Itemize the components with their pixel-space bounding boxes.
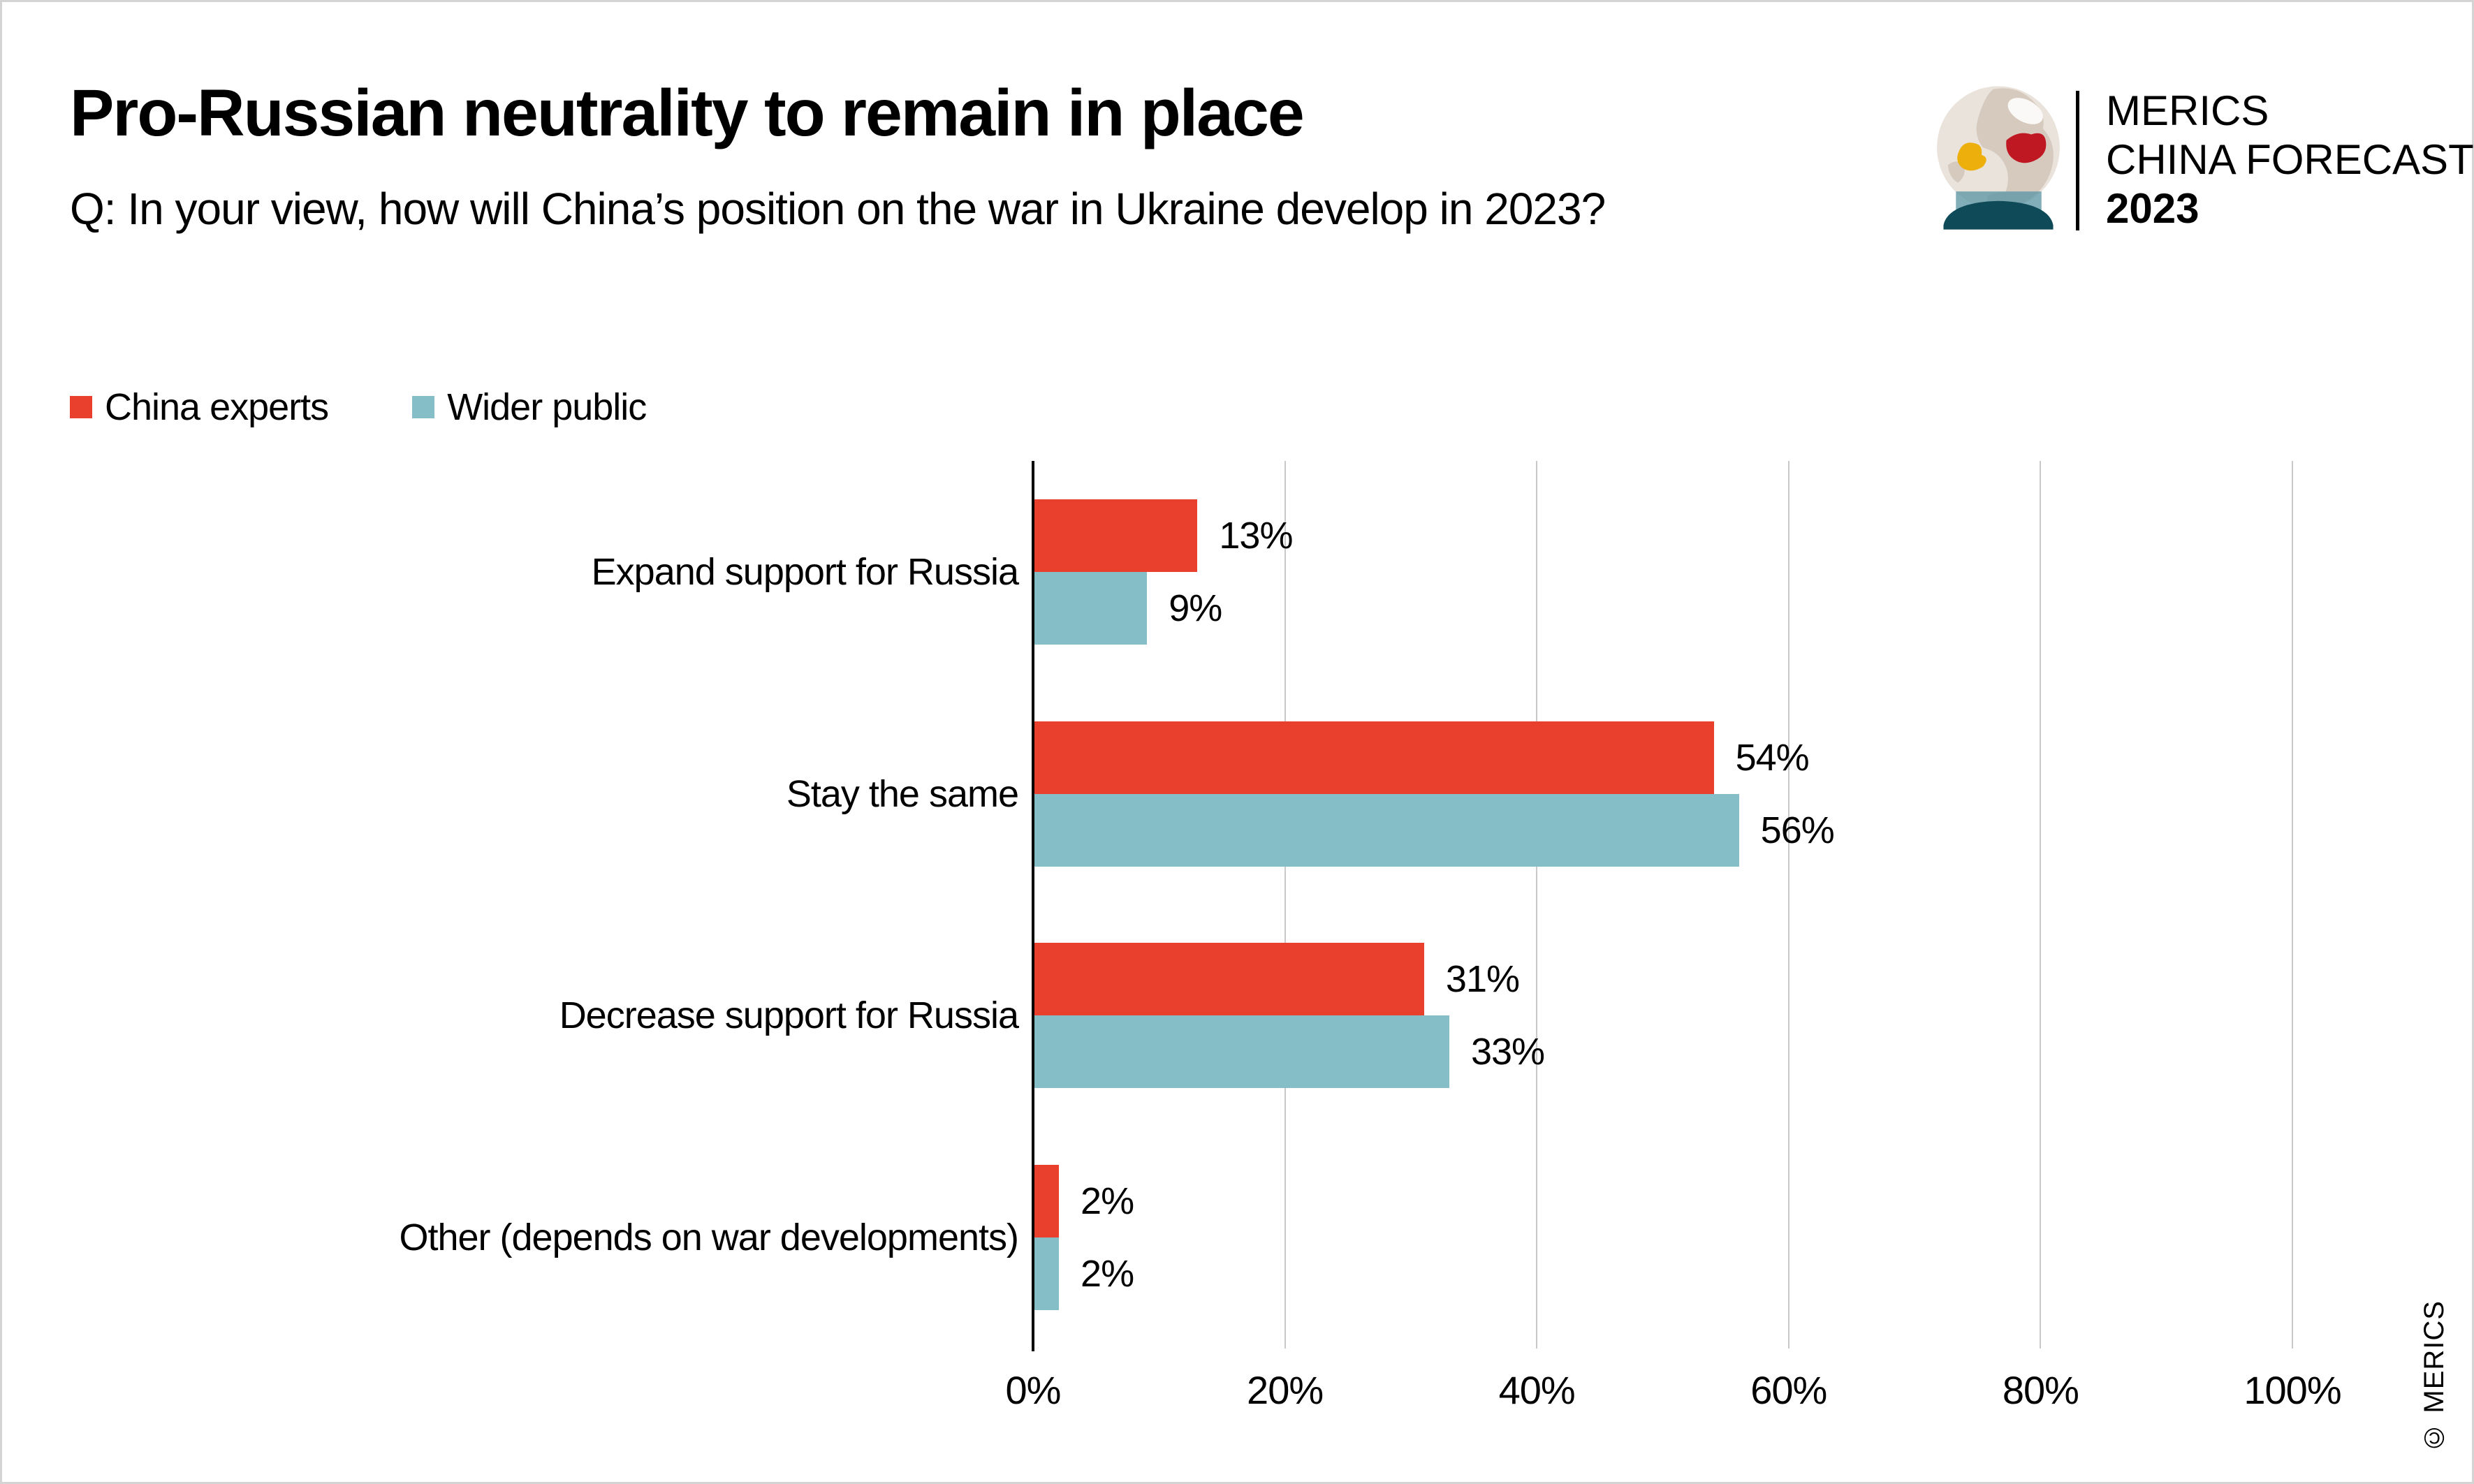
bar-wider-public: [1034, 1237, 1060, 1311]
x-axis-tick-label: 100%: [2244, 1368, 2341, 1412]
x-axis-tick-label: 60%: [1750, 1368, 1827, 1412]
legend-swatch: [412, 396, 435, 418]
x-axis-tick-label: 20%: [1247, 1368, 1324, 1412]
category-label: Other (depends on war developments): [399, 1217, 1019, 1259]
bar-wider-public: [1034, 571, 1148, 645]
gridline-40: [1536, 461, 1538, 1349]
logo-text: MERICS CHINA FORECAST 2023: [2106, 87, 2474, 233]
legend-item-wider-public: Wider public: [412, 385, 647, 429]
bar-value-label: 54%: [1735, 736, 1810, 779]
x-axis-tick-label: 80%: [2002, 1368, 2079, 1412]
x-axis-tick-label: 40%: [1498, 1368, 1576, 1412]
bar-value-label: 2%: [1081, 1180, 1134, 1223]
legend-swatch: [70, 396, 92, 418]
snow-globe-icon: [1937, 86, 2060, 230]
bar-china-experts: [1034, 499, 1198, 572]
legend-label: China experts: [105, 386, 329, 428]
gridline-20: [1284, 461, 1286, 1349]
logo-line-merics: MERICS: [2106, 87, 2269, 134]
page-title: Pro-Russian neutrality to remain in plac…: [70, 76, 1305, 150]
bar-china-experts: [1034, 1165, 1060, 1238]
gridline-100: [2292, 461, 2293, 1349]
chart-question-subtitle: Q: In your view, how will China’s positi…: [70, 184, 1606, 234]
x-axis-tick-label: 0%: [1005, 1368, 1062, 1412]
category-label: Stay the same: [786, 772, 1019, 815]
bar-china-experts: [1034, 943, 1424, 1016]
bar-value-label: 33%: [1470, 1031, 1545, 1073]
bar-value-label: 56%: [1760, 809, 1835, 851]
gridline-80: [2040, 461, 2042, 1349]
logo-divider: [2076, 91, 2079, 230]
logo-line-china-forecast: CHINA FORECAST: [2106, 136, 2474, 183]
bar-value-label: 31%: [1445, 958, 1520, 1001]
gridline-60: [1787, 461, 1789, 1349]
logo-line-year: 2023: [2106, 185, 2199, 232]
y-axis-line: [1032, 461, 1034, 1351]
copyright-credit: © MERICS: [2419, 1300, 2450, 1453]
legend-item-china-experts: China experts: [70, 385, 329, 429]
bar-value-label: 2%: [1081, 1253, 1134, 1295]
category-label: Decrease support for Russia: [559, 994, 1019, 1037]
bar-china-experts: [1034, 721, 1714, 794]
category-label: Expand support for Russia: [591, 550, 1019, 593]
bar-value-label: 13%: [1219, 514, 1293, 557]
merics-logo: MERICS CHINA FORECAST 2023: [1936, 85, 2474, 233]
legend-label: Wider public: [447, 386, 647, 428]
bar-wider-public: [1034, 793, 1739, 867]
bar-value-label: 9%: [1169, 587, 1222, 629]
legend: China experts Wider public: [70, 385, 647, 429]
bar-wider-public: [1034, 1015, 1449, 1089]
